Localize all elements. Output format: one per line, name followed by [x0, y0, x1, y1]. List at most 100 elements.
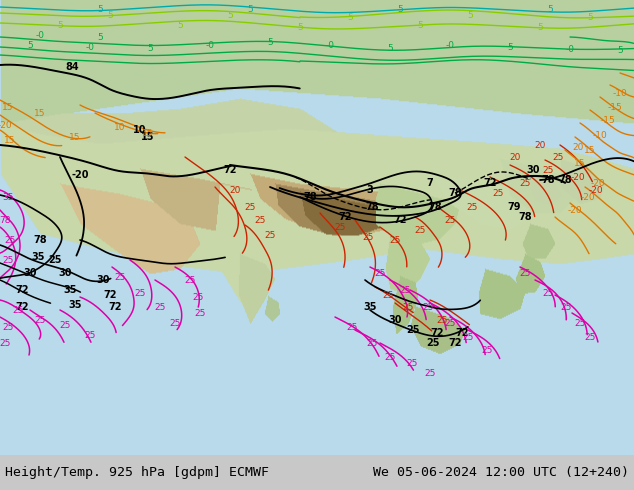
Text: 15: 15: [3, 102, 14, 112]
Text: 5: 5: [97, 4, 103, 14]
Text: 72: 72: [339, 212, 352, 222]
Text: 5: 5: [107, 10, 113, 20]
Text: 25: 25: [244, 202, 256, 212]
Text: 5: 5: [27, 41, 33, 49]
Text: 25: 25: [403, 302, 414, 312]
Text: 25: 25: [426, 338, 440, 348]
Text: 25: 25: [254, 216, 266, 224]
Text: -0: -0: [325, 41, 335, 49]
Text: 15: 15: [142, 128, 154, 138]
Text: 25: 25: [4, 236, 16, 245]
Text: 78: 78: [33, 235, 47, 245]
Text: 35: 35: [3, 193, 14, 201]
Text: 25: 25: [399, 286, 411, 294]
Text: 35: 35: [63, 285, 77, 295]
Text: 7: 7: [427, 178, 434, 188]
Text: -15: -15: [600, 116, 616, 124]
Text: 25: 25: [574, 318, 586, 327]
Text: -20: -20: [571, 172, 585, 181]
Text: 72: 72: [393, 215, 407, 225]
Text: 25: 25: [0, 339, 11, 347]
Text: 25: 25: [134, 289, 146, 297]
Text: 25: 25: [3, 255, 14, 265]
Text: 30: 30: [526, 165, 540, 175]
Text: 25: 25: [48, 255, 61, 265]
Text: -20: -20: [581, 193, 595, 201]
Text: 78: 78: [365, 202, 378, 212]
Text: 25: 25: [462, 333, 474, 342]
Text: 72: 72: [430, 328, 444, 338]
Text: 35: 35: [31, 252, 45, 262]
Text: 78: 78: [0, 216, 11, 224]
Text: -10: -10: [593, 130, 607, 140]
Text: 5: 5: [297, 23, 303, 31]
Text: 25: 25: [264, 230, 276, 240]
Text: 35: 35: [363, 302, 377, 312]
Text: -0: -0: [446, 41, 455, 49]
Text: 5: 5: [467, 10, 473, 20]
Text: 30: 30: [96, 275, 110, 285]
Text: 78: 78: [428, 202, 442, 212]
Text: 79: 79: [507, 202, 521, 212]
Text: 25: 25: [414, 225, 425, 235]
Text: -0: -0: [205, 41, 214, 49]
Text: 25: 25: [334, 222, 346, 231]
Text: 84: 84: [65, 62, 79, 72]
Text: We 05-06-2024 12:00 UTC (12+240): We 05-06-2024 12:00 UTC (12+240): [373, 466, 629, 479]
Text: 5: 5: [547, 4, 553, 14]
Text: 25: 25: [542, 166, 553, 174]
Text: 25: 25: [154, 302, 165, 312]
Text: 72: 72: [108, 302, 122, 312]
Text: 25: 25: [84, 331, 96, 340]
Text: -10: -10: [612, 89, 628, 98]
Text: 25: 25: [384, 352, 396, 362]
Text: -0: -0: [36, 30, 44, 40]
Text: 25: 25: [374, 269, 385, 277]
Text: 20: 20: [230, 186, 241, 195]
Text: 72: 72: [448, 338, 462, 348]
Text: 5: 5: [147, 44, 153, 52]
Text: 25: 25: [114, 272, 126, 282]
Text: 5: 5: [97, 32, 103, 42]
Text: 3: 3: [366, 185, 373, 195]
Text: 72: 72: [455, 328, 469, 338]
Text: 25: 25: [169, 318, 181, 327]
Text: 15: 15: [4, 136, 16, 145]
Text: Height/Temp. 925 hPa [gdpm] ECMWF: Height/Temp. 925 hPa [gdpm] ECMWF: [5, 466, 269, 479]
Text: 25: 25: [382, 291, 394, 299]
Text: 25: 25: [444, 318, 456, 327]
Text: -20: -20: [0, 121, 12, 129]
Text: 15: 15: [574, 158, 586, 168]
Text: -0: -0: [566, 45, 574, 53]
Text: 25: 25: [493, 189, 503, 197]
Text: 30: 30: [23, 268, 37, 278]
Text: 25: 25: [34, 316, 46, 324]
Text: 25: 25: [60, 320, 70, 329]
Text: 5: 5: [247, 4, 253, 14]
Text: -20: -20: [589, 186, 604, 195]
Text: 25: 25: [424, 368, 436, 377]
Text: 25: 25: [560, 302, 572, 312]
Text: 15: 15: [585, 146, 596, 154]
Text: 5: 5: [227, 10, 233, 20]
Text: 72: 72: [223, 165, 236, 175]
Text: 78: 78: [303, 192, 317, 202]
Text: 5: 5: [417, 21, 423, 29]
Text: 5: 5: [397, 4, 403, 14]
Text: 78: 78: [558, 175, 572, 185]
Text: 25: 25: [519, 178, 531, 188]
Text: 5: 5: [57, 21, 63, 29]
Text: 25: 25: [184, 275, 196, 285]
Text: -15: -15: [607, 102, 623, 112]
Text: 30: 30: [58, 268, 72, 278]
Text: 72: 72: [483, 178, 497, 188]
Text: 5: 5: [507, 43, 513, 51]
Text: -20: -20: [591, 178, 605, 188]
Text: 78: 78: [541, 175, 555, 185]
Text: -0: -0: [86, 43, 94, 51]
Text: 20: 20: [573, 143, 584, 151]
Text: 5: 5: [267, 38, 273, 47]
Text: 78: 78: [518, 212, 532, 222]
Text: 72: 72: [103, 290, 117, 300]
Text: 20: 20: [509, 152, 521, 162]
